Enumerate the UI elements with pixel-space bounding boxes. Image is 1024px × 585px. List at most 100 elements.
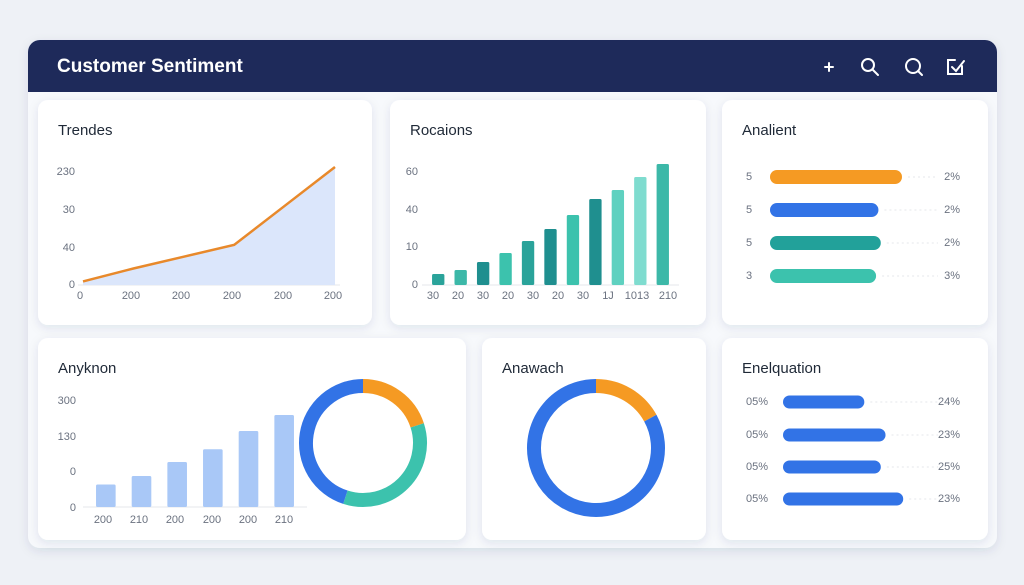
header-bar	[28, 40, 997, 92]
panel-title: Anyknon	[58, 360, 116, 377]
panel-title: Analient	[742, 122, 797, 139]
x-axis-label: 1J	[602, 290, 614, 302]
y-axis-label: 0	[69, 279, 75, 291]
value-label: 2%	[944, 171, 960, 183]
bar	[589, 199, 602, 285]
x-axis-label: 20	[502, 290, 514, 302]
bar	[131, 475, 152, 507]
y-axis-label: 30	[63, 204, 75, 216]
bar	[783, 492, 904, 506]
bar	[274, 414, 294, 507]
trend-line	[82, 166, 336, 283]
x-axis-label: 200	[239, 514, 257, 526]
y-axis-label: 130	[58, 431, 76, 443]
header-icons[interactable]	[824, 58, 965, 76]
x-axis-label: 20	[552, 290, 564, 302]
row-label: 05%	[746, 429, 768, 441]
bar	[521, 241, 535, 285]
bar	[611, 190, 625, 285]
bar	[634, 177, 647, 285]
panel-title: Enelquation	[742, 360, 821, 377]
panel: Rocaions 60 40 10 0 30 20 30 20 30 20 30 1J 1013 210	[390, 100, 706, 325]
donut-segment	[362, 379, 424, 428]
value-label: 23%	[938, 429, 960, 441]
x-axis-label: 200	[274, 290, 292, 302]
y-axis-label: 230	[57, 166, 75, 178]
search-icon[interactable]	[905, 58, 921, 74]
bar	[656, 164, 669, 285]
row-label: 05%	[746, 461, 768, 473]
panel: Enelquation 05% 24% 05% 23% 05% 25% 05% 23%	[722, 338, 988, 540]
x-axis-label: 200	[166, 514, 184, 526]
x-axis-label: 200	[172, 290, 190, 302]
row-label: 5	[746, 171, 752, 183]
y-axis-label: 60	[406, 166, 418, 178]
y-axis-label: 0	[70, 466, 76, 478]
x-axis-label: 30	[577, 290, 589, 302]
value-label: 2%	[944, 204, 960, 216]
x-axis-label: 200	[122, 290, 140, 302]
header-title: Customer Sentiment	[57, 56, 243, 77]
bar	[783, 395, 865, 409]
x-axis-label: 200	[324, 290, 342, 302]
value-label: 24%	[938, 396, 960, 408]
x-axis-label: 200	[203, 514, 221, 526]
bar	[783, 428, 886, 442]
x-axis-label: 30	[427, 290, 439, 302]
panel-title: Rocaions	[410, 122, 473, 139]
bar	[454, 270, 467, 285]
row-label: 05%	[746, 493, 768, 505]
row-label: 3	[746, 270, 752, 282]
bar	[238, 431, 259, 507]
row-label: 5	[746, 237, 752, 249]
bar	[770, 269, 877, 283]
donut-segment	[527, 379, 665, 517]
bar	[499, 253, 512, 285]
y-axis-label: 300	[58, 395, 76, 407]
x-axis-label: 20	[452, 290, 464, 302]
search-icon[interactable]	[861, 58, 875, 72]
bar	[96, 484, 116, 507]
bar	[783, 460, 881, 474]
y-axis-label: 10	[406, 241, 418, 253]
x-axis-label: 200	[223, 290, 241, 302]
panel-card	[390, 100, 706, 325]
bar	[476, 262, 490, 285]
row-label: 05%	[746, 396, 768, 408]
bar	[203, 449, 223, 507]
y-axis-label: 0	[412, 279, 418, 291]
x-axis-label: 0	[77, 290, 83, 302]
row-label: 5	[746, 204, 752, 216]
bar	[432, 274, 445, 285]
x-axis-label: 210	[659, 290, 677, 302]
value-label: 25%	[938, 461, 960, 473]
panel: Anawach	[482, 338, 706, 540]
y-axis-label: 40	[63, 242, 75, 254]
y-axis-label: 0	[70, 502, 76, 514]
check-icon[interactable]	[947, 59, 965, 75]
value-label: 23%	[938, 493, 960, 505]
bar	[566, 215, 580, 285]
x-axis-label: 210	[275, 514, 293, 526]
value-label: 3%	[944, 270, 960, 282]
panel-title: Anawach	[502, 360, 564, 377]
x-axis-label: 30	[527, 290, 539, 302]
x-axis-label: 30	[477, 290, 489, 302]
bar	[770, 236, 881, 250]
panel: Anyknon 300 130 0 0 200 210 200 200 200 210	[38, 338, 466, 540]
add-icon[interactable]	[824, 62, 834, 72]
panel-title: Trendes	[58, 122, 112, 139]
donut-segment	[299, 379, 364, 504]
x-axis-label: 1013	[625, 290, 649, 302]
x-axis-label: 210	[130, 514, 148, 526]
donut-segment	[343, 423, 427, 507]
x-axis-label: 200	[94, 514, 112, 526]
bar	[770, 203, 879, 217]
bar	[544, 229, 557, 285]
bar	[167, 462, 187, 507]
panel: Trendes 230 30 40 00 200 200 200 200 200	[38, 100, 372, 325]
y-axis-label: 40	[406, 204, 418, 216]
